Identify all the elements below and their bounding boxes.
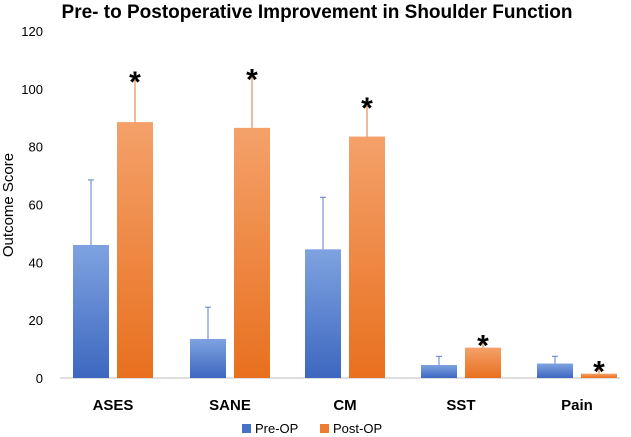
significance-star-pain: *	[593, 355, 605, 388]
bar-pre-op-sane	[190, 338, 226, 378]
bar-pre-op-sst	[421, 364, 457, 378]
bar-pre-op-pain	[537, 363, 573, 378]
x-tick-label-pain: Pain	[561, 397, 593, 414]
y-axis-label: Outcome Score	[0, 153, 17, 257]
y-tick-label: 60	[29, 198, 43, 213]
bar-post-op-pain	[581, 373, 617, 378]
bars-group	[73, 122, 617, 379]
legend-label-post-op: Post-OP	[333, 421, 382, 436]
bar-pre-op-cm	[305, 249, 341, 378]
significance-star-sane: *	[246, 63, 258, 96]
y-tick-label: 0	[36, 371, 43, 386]
significance-markers: * * * * *	[129, 63, 605, 388]
x-tick-label-ases: ASES	[93, 397, 134, 414]
y-tick-label: 120	[21, 24, 43, 39]
bar-post-op-sane	[234, 127, 270, 378]
legend-label-pre-op: Pre-OP	[255, 421, 298, 436]
bar-post-op-cm	[349, 136, 385, 378]
bar-pre-op-ases	[73, 244, 109, 378]
error-bars-group	[88, 76, 602, 374]
bar-post-op-ases	[117, 122, 153, 379]
legend-swatch-pre-op	[242, 424, 251, 433]
significance-star-ases: *	[129, 66, 141, 99]
significance-star-cm: *	[361, 92, 373, 125]
y-tick-label: 80	[29, 140, 43, 155]
significance-star-sst: *	[477, 329, 489, 362]
legend-swatch-post-op	[320, 424, 329, 433]
x-tick-label-sst: SST	[446, 397, 475, 414]
x-tick-label-sane: SANE	[209, 397, 251, 414]
y-tick-label: 20	[29, 313, 43, 328]
y-tick-label: 100	[21, 82, 43, 97]
x-tick-label-cm: CM	[333, 397, 356, 414]
bar-post-op-sst	[465, 347, 501, 378]
y-tick-label: 40	[29, 255, 43, 270]
x-axis-ticks: ASES SANE CM SST Pain	[93, 397, 593, 414]
legend: Pre-OP Post-OP	[242, 421, 382, 436]
chart-title: Pre- to Postoperative Improvement in Sho…	[62, 2, 573, 23]
y-axis-ticks: 0 20 40 60 80 100 120	[21, 24, 43, 386]
